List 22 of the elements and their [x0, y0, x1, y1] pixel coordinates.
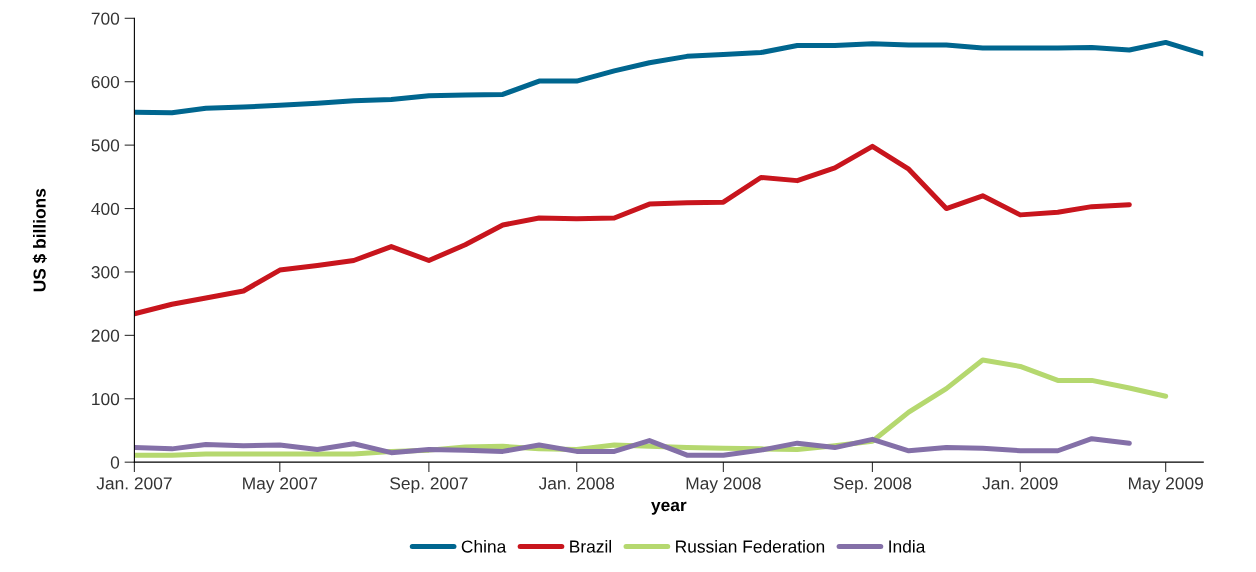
- y-axis-title: US $ billions: [32, 188, 47, 292]
- legend-label: Brazil: [570, 539, 612, 553]
- x-tick-label: Sep. 2008: [833, 477, 912, 493]
- x-tick-label: Jan. 2008: [538, 477, 615, 490]
- y-tick-label: 500: [91, 139, 120, 152]
- y-tick-label: 300: [91, 266, 120, 279]
- x-tick-label: May 2009: [1128, 477, 1203, 493]
- x-tick-label: May 2008: [686, 477, 761, 493]
- legend-label: India: [889, 539, 926, 553]
- y-tick-label: 200: [91, 329, 120, 342]
- x-tick-label: Jan. 2009: [982, 477, 1058, 490]
- x-axis-title: year: [651, 501, 687, 515]
- x-tick-label: May 2007: [243, 477, 318, 493]
- y-tick-label: 600: [91, 75, 120, 89]
- x-tick-label: Sep. 2007: [390, 477, 468, 493]
- y-tick-label: 400: [91, 202, 120, 215]
- y-tick-label: 700: [91, 12, 120, 25]
- y-tick-label: 0: [110, 456, 120, 469]
- y-tick-label: 100: [92, 392, 120, 406]
- legend-label: Russian Federation: [676, 539, 825, 553]
- legend-label: China: [461, 539, 507, 553]
- x-tick-label: Jan. 2007: [96, 477, 172, 490]
